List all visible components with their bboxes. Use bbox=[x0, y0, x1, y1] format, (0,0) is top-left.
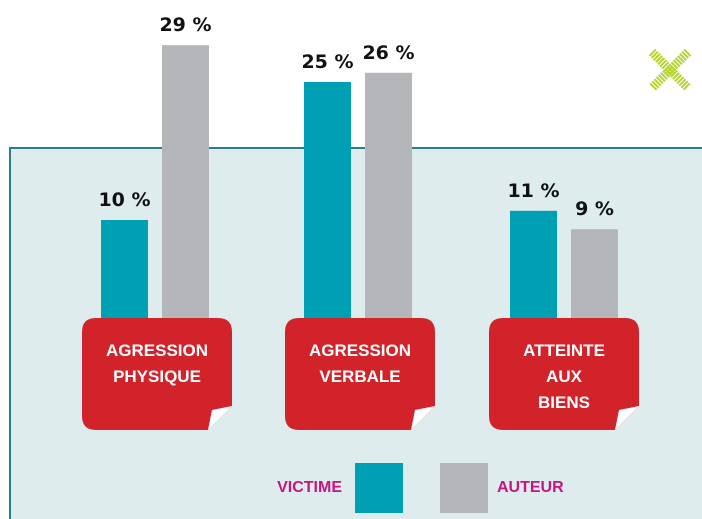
category-label: AGRESSION VERBALE bbox=[295, 338, 425, 390]
legend-swatch bbox=[440, 463, 488, 513]
chart: 10 % 29 % 25 % 26 % 11 % 9 % VICTIME AUTEUR bbox=[0, 0, 702, 519]
bar bbox=[365, 73, 412, 322]
page: 10 % 29 % 25 % 26 % 11 % 9 % VICTIME AUTEUR AGR… bbox=[0, 0, 702, 519]
legend-label: VICTIME bbox=[277, 479, 342, 496]
legend-label: AUTEUR bbox=[497, 479, 564, 496]
bar bbox=[571, 229, 618, 322]
legend-swatch bbox=[355, 463, 403, 513]
value-label: 26 % bbox=[362, 42, 414, 64]
value-label: 9 % bbox=[575, 198, 614, 220]
bar bbox=[304, 82, 351, 322]
value-label: 29 % bbox=[159, 14, 211, 36]
bar bbox=[510, 211, 557, 322]
bar bbox=[162, 45, 209, 322]
decor-cross bbox=[652, 52, 688, 88]
bar bbox=[101, 220, 148, 322]
value-label: 25 % bbox=[301, 51, 353, 73]
category-label: ATTEINTE AUX BIENS bbox=[499, 338, 629, 416]
value-label: 11 % bbox=[507, 180, 559, 202]
value-label: 10 % bbox=[98, 189, 150, 211]
category-label: AGRESSION PHYSIQUE bbox=[92, 338, 222, 390]
